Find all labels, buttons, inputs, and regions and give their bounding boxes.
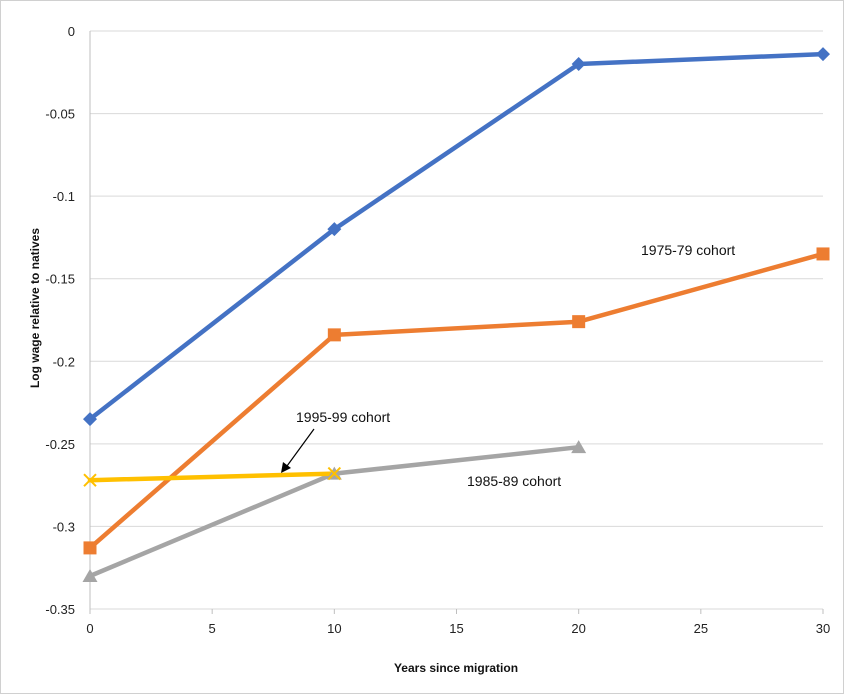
x-tick-label: 30 (816, 621, 830, 636)
data-point-square (327, 328, 341, 342)
y-tick-label: 0 (68, 24, 75, 39)
data-point-diamond (327, 222, 342, 237)
data-point-square (572, 315, 586, 329)
data-point-diamond (571, 57, 586, 72)
gridlines (90, 30, 823, 610)
data-point-x (327, 466, 342, 481)
y-tick-label: -0.05 (45, 107, 75, 122)
data-point-triangle (82, 568, 98, 582)
annotation-1995-99-cohort: 1995-99 cohort (296, 409, 390, 425)
data-point-triangle (571, 440, 587, 454)
annotation-arrow (281, 428, 315, 473)
y-tick-label: -0.15 (45, 272, 75, 287)
x-tick-label: 20 (571, 621, 585, 636)
series-line-1 (87, 251, 826, 551)
axes: 0 -0.05 -0.1 -0.15 -0.2 -0.25 -0.3 -0.35 0 5 10 15 2… (45, 24, 830, 636)
data-point-diamond (83, 412, 97, 427)
series-line-2 (87, 444, 581, 579)
data-point-x (83, 473, 97, 487)
annotation-1975-79-cohort: 1975-79 cohort (641, 242, 735, 258)
data-point-diamond (816, 47, 830, 62)
series-line-0 (87, 51, 826, 422)
y-axis-title: Log wage relative to natives (28, 228, 42, 388)
y-tick-label: -0.35 (45, 602, 75, 617)
x-tick-label: 10 (327, 621, 341, 636)
x-tick-label: 25 (694, 621, 708, 636)
x-tick-label: 0 (86, 621, 93, 636)
series-lines (87, 51, 826, 579)
y-tick-label: -0.3 (53, 519, 75, 534)
data-point-square (83, 541, 97, 555)
y-tick-label: -0.1 (53, 189, 75, 204)
series-line-3 (87, 471, 337, 483)
series-markers (82, 47, 830, 582)
y-tick-label: -0.25 (45, 437, 75, 452)
x-axis-title: Years since migration (394, 661, 518, 675)
x-tick-label: 5 (209, 621, 216, 636)
labels: Years since migration Log wage relative … (28, 228, 735, 675)
annotation-1985-89-cohort: 1985-89 cohort (467, 473, 561, 489)
data-point-square (816, 247, 830, 261)
y-tick-label: -0.2 (53, 354, 75, 369)
x-tick-label: 15 (449, 621, 463, 636)
